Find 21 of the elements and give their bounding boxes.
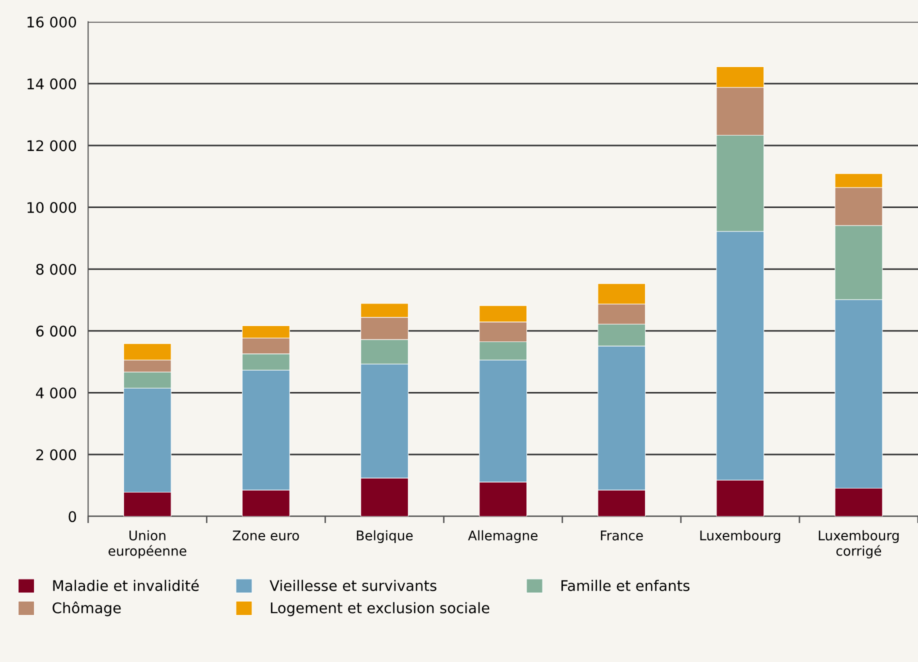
legend-label: Famille et enfants [561, 580, 690, 592]
legend-label: Maladie et invalidité [53, 579, 199, 592]
y-tick-label: 12 000 [28, 140, 76, 152]
x-tick-label: Union européenne [108, 530, 186, 558]
x-tick-label: Luxembourg corrigé [818, 530, 899, 558]
y-tick-label: 8 000 [36, 264, 76, 275]
x-tick-label: Zone euro [232, 530, 299, 540]
x-tick-label: Luxembourg [700, 530, 780, 544]
y-tick-label: 4 000 [36, 387, 76, 398]
y-tick-label: 6 000 [36, 326, 76, 337]
legend-label: Vieillesse et survivants [270, 580, 436, 592]
legend-label: Logement et exclusion sociale [270, 602, 490, 616]
y-tick-label: 10 000 [28, 202, 76, 214]
y-tick-label: 2 000 [36, 449, 76, 460]
y-tick-label: 0 [68, 511, 76, 522]
x-tick-label: Allemagne [468, 530, 538, 544]
y-tick-label: 14 000 [28, 78, 76, 90]
y-tick-label: 16 000 [28, 16, 76, 28]
x-tick-label: France [600, 530, 643, 540]
x-tick-label: Belgique [356, 530, 413, 544]
legend-label: Chômage [52, 602, 121, 616]
